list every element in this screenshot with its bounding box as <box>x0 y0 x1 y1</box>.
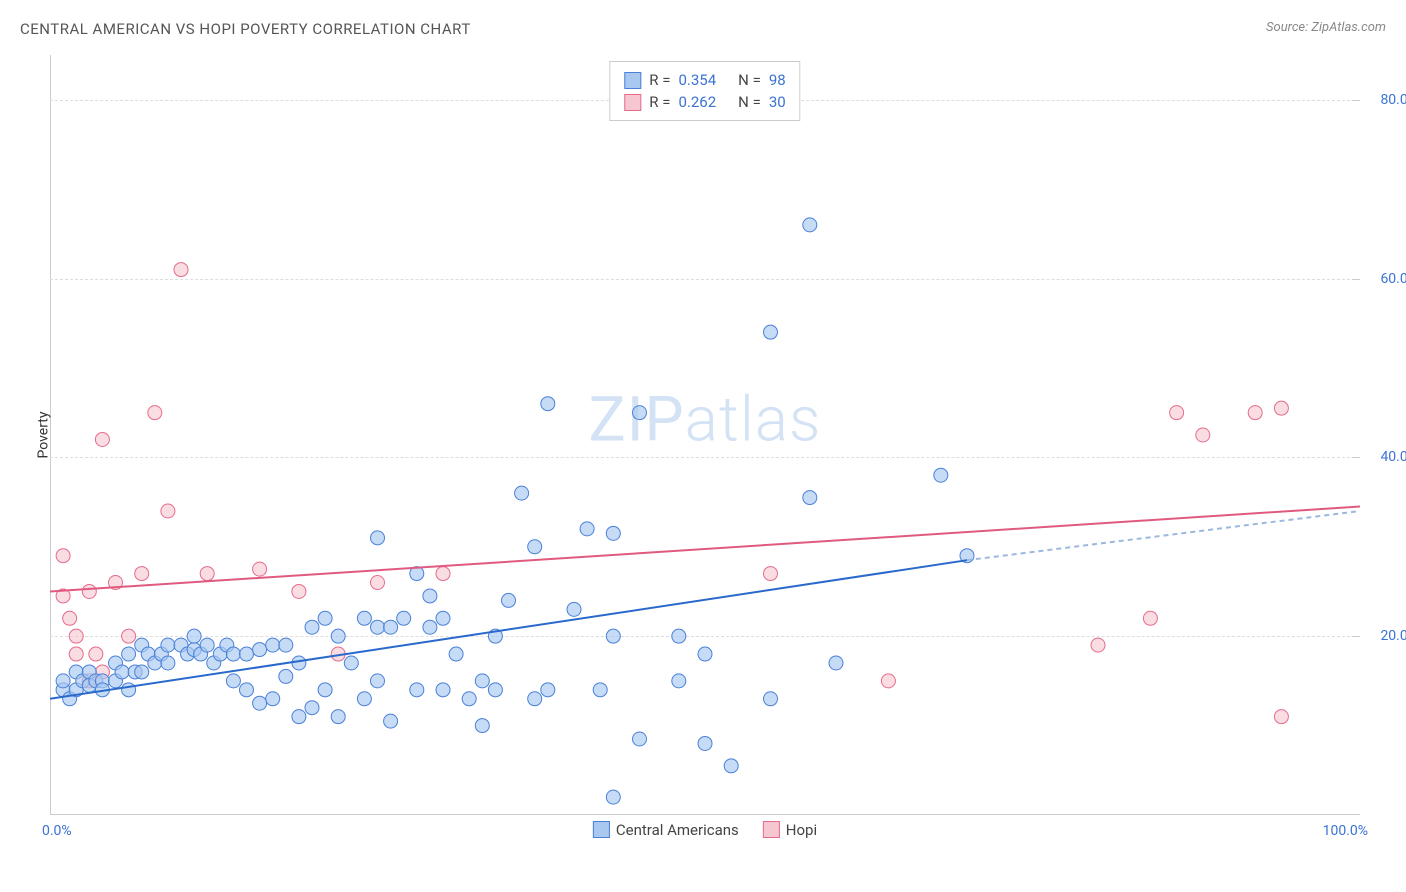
chart-area: Poverty 20.0%40.0%60.0%80.0% ZIPatlas 0.… <box>50 55 1360 815</box>
gridline <box>50 457 1360 458</box>
x-tick-min: 0.0% <box>42 823 72 839</box>
source-attribution: Source: ZipAtlas.com <box>1266 20 1386 35</box>
gridline <box>50 636 1360 637</box>
y-tick-label: 40.0% <box>1380 449 1406 465</box>
gridline <box>50 279 1360 280</box>
stats-box: R =0.354 N =98 R =0.262 N =30 <box>609 61 800 121</box>
y-tick-label: 60.0% <box>1380 271 1406 287</box>
stats-row-1: R =0.354 N =98 <box>624 69 785 91</box>
y-axis-label: Poverty <box>36 411 52 458</box>
legend-item-hopi: Hopi <box>763 821 817 839</box>
chart-title: CENTRAL AMERICAN VS HOPI POVERTY CORRELA… <box>20 20 471 38</box>
y-tick-label: 20.0% <box>1380 628 1406 644</box>
stats-row-2: R =0.262 N =30 <box>624 91 785 113</box>
legend-item-central-americans: Central Americans <box>593 821 739 839</box>
x-tick-max: 100.0% <box>1323 823 1368 839</box>
y-tick-label: 80.0% <box>1380 92 1406 108</box>
plot-background <box>50 55 1360 815</box>
bottom-legend: Central Americans Hopi <box>593 821 817 839</box>
